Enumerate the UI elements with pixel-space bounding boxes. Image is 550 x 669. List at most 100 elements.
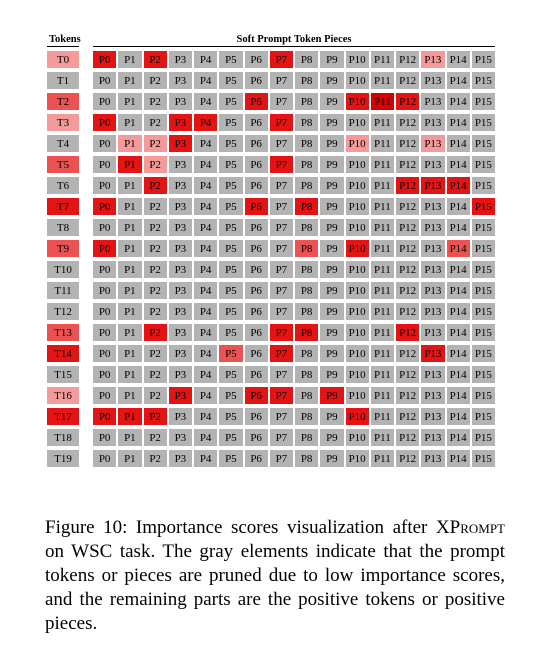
piece-cell: P11 [370, 324, 394, 341]
piece-cell: P15 [471, 135, 495, 152]
grid-row-t5: T5 P0 P1 P2 P3 P4 P5 P6 P7 P8 P9 P10 P11 P12 P13 P14 P15 [47, 156, 495, 173]
importance-grid: Tokens Soft Prompt Token Pieces T0 P0 P1 P2… [45, 30, 497, 471]
piece-cell: P1 [118, 450, 142, 467]
pieces-header: Soft Prompt Token Pieces [93, 34, 495, 47]
piece-cell: P3 [168, 324, 192, 341]
piece-cell: P9 [320, 156, 344, 173]
piece-cell: P12 [396, 282, 420, 299]
piece-cell: P3 [168, 177, 192, 194]
piece-cell: P0 [93, 72, 117, 89]
piece-cell: P4 [194, 114, 218, 131]
piece-cell: P4 [194, 93, 218, 110]
piece-cell: P7 [269, 219, 293, 236]
gap-cell [81, 51, 91, 68]
piece-cell: P6 [244, 387, 268, 404]
piece-cell: P15 [471, 387, 495, 404]
piece-cell: P14 [446, 72, 470, 89]
piece-cell: P13 [421, 408, 445, 425]
piece-cell: P5 [219, 219, 243, 236]
piece-cell: P11 [370, 156, 394, 173]
piece-cell: P13 [421, 387, 445, 404]
piece-cell: P11 [370, 282, 394, 299]
piece-cell: P14 [446, 93, 470, 110]
piece-cell: P9 [320, 177, 344, 194]
grid-row-t17: T17 P0 P1 P2 P3 P4 P5 P6 P7 P8 P9 P10 P11 P12 P13 P14 P1… [47, 408, 495, 425]
piece-cell: P9 [320, 324, 344, 341]
piece-cell: P15 [471, 282, 495, 299]
piece-cell: P4 [194, 72, 218, 89]
token-cell: T2 [47, 93, 79, 110]
token-cell: T0 [47, 51, 79, 68]
piece-cell: P0 [93, 51, 117, 68]
piece-cell: P11 [370, 450, 394, 467]
piece-cell: P12 [396, 93, 420, 110]
gap-cell [81, 219, 91, 236]
piece-cell: P9 [320, 93, 344, 110]
piece-cell: P8 [295, 366, 319, 383]
piece-cell: P7 [269, 408, 293, 425]
piece-cell: P3 [168, 51, 192, 68]
piece-cell: P10 [345, 324, 369, 341]
piece-cell: P14 [446, 429, 470, 446]
piece-cell: P2 [143, 93, 167, 110]
piece-cell: P3 [168, 219, 192, 236]
piece-cell: P8 [295, 93, 319, 110]
grid-row-t6: T6 P0 P1 P2 P3 P4 P5 P6 P7 P8 P9 P10 P11 P12 P13 P14 P15 [47, 177, 495, 194]
piece-cell: P14 [446, 408, 470, 425]
piece-cell: P13 [421, 135, 445, 152]
piece-cell: P9 [320, 282, 344, 299]
piece-cell: P7 [269, 324, 293, 341]
piece-cell: P11 [370, 135, 394, 152]
piece-cell: P12 [396, 240, 420, 257]
piece-cell: P5 [219, 408, 243, 425]
piece-cell: P2 [143, 429, 167, 446]
piece-cell: P14 [446, 324, 470, 341]
piece-cell: P9 [320, 366, 344, 383]
piece-cell: P7 [269, 51, 293, 68]
piece-cell: P11 [370, 114, 394, 131]
piece-cell: P14 [446, 366, 470, 383]
piece-cell: P5 [219, 51, 243, 68]
piece-cell: P15 [471, 261, 495, 278]
tokens-header: Tokens [47, 34, 81, 47]
piece-cell: P8 [295, 51, 319, 68]
piece-cell: P14 [446, 450, 470, 467]
token-cell: T6 [47, 177, 79, 194]
piece-cell: P5 [219, 135, 243, 152]
piece-cell: P6 [244, 93, 268, 110]
piece-cell: P2 [143, 303, 167, 320]
piece-cell: P0 [93, 135, 117, 152]
piece-cell: P8 [295, 303, 319, 320]
piece-cell: P15 [471, 72, 495, 89]
token-cell: T19 [47, 450, 79, 467]
piece-cell: P2 [143, 156, 167, 173]
piece-cell: P6 [244, 177, 268, 194]
piece-cell: P0 [93, 408, 117, 425]
grid-row-t14: T14 P0 P1 P2 P3 P4 P5 P6 P7 P8 P9 P10 P11 P12 P13 P14 P1… [47, 345, 495, 362]
piece-cell: P7 [269, 387, 293, 404]
piece-cell: P10 [345, 366, 369, 383]
piece-cell: P13 [421, 303, 445, 320]
piece-cell: P7 [269, 366, 293, 383]
piece-cell: P4 [194, 429, 218, 446]
piece-cell: P13 [421, 240, 445, 257]
piece-cell: P15 [471, 366, 495, 383]
piece-cell: P7 [269, 156, 293, 173]
piece-cell: P11 [370, 198, 394, 215]
piece-cell: P15 [471, 156, 495, 173]
piece-cell: P14 [446, 177, 470, 194]
piece-cell: P10 [345, 198, 369, 215]
piece-cell: P13 [421, 429, 445, 446]
piece-cell: P8 [295, 345, 319, 362]
piece-cell: P1 [118, 177, 142, 194]
piece-cell: P8 [295, 450, 319, 467]
piece-cell: P14 [446, 114, 470, 131]
piece-cell: P5 [219, 198, 243, 215]
piece-cell: P3 [168, 282, 192, 299]
piece-cell: P15 [471, 219, 495, 236]
piece-cell: P1 [118, 135, 142, 152]
piece-cell: P4 [194, 177, 218, 194]
piece-cell: P15 [471, 51, 495, 68]
piece-cell: P8 [295, 261, 319, 278]
piece-cell: P15 [471, 429, 495, 446]
